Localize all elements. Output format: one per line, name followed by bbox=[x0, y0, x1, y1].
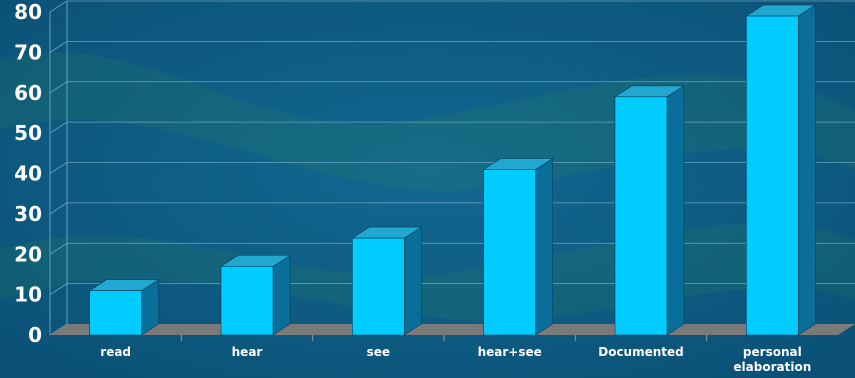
gridline-wall-link bbox=[49, 242, 68, 255]
bar-side bbox=[535, 157, 553, 336]
x-category-label: Documented bbox=[598, 345, 684, 359]
grid-layer bbox=[49, 0, 855, 336]
bar bbox=[351, 226, 423, 336]
bar-side bbox=[404, 226, 422, 336]
bar-side bbox=[272, 254, 291, 336]
gridline-wall-link bbox=[49, 81, 68, 94]
y-tick-label: 0 bbox=[28, 323, 42, 347]
x-category-label: read bbox=[100, 345, 131, 359]
bar bbox=[745, 4, 817, 336]
y-tick-label: 20 bbox=[14, 242, 42, 266]
x-category-label-line: elaboration bbox=[733, 360, 811, 374]
gridline-wall-link bbox=[49, 0, 68, 13]
bar bbox=[219, 254, 292, 336]
bar-front bbox=[614, 96, 668, 336]
x-category-label: hear+see bbox=[478, 345, 542, 359]
bar bbox=[613, 85, 686, 336]
x-category-label-line: hear bbox=[232, 345, 263, 359]
gridline-wall-link bbox=[49, 202, 68, 215]
bar-front bbox=[483, 169, 536, 336]
bar-front bbox=[352, 237, 405, 336]
bar-front bbox=[746, 15, 799, 336]
x-category-label: see bbox=[367, 345, 390, 359]
gridline-wall-link bbox=[49, 283, 68, 295]
y-tick-label: 60 bbox=[14, 81, 42, 105]
x-axis-category-labels: read hear see hear+see Documented personal ela… bbox=[100, 345, 811, 374]
y-tick-label: 80 bbox=[14, 0, 42, 24]
bar bbox=[482, 157, 554, 336]
chart-floor bbox=[50, 324, 855, 335]
gridline-wall-link bbox=[49, 41, 68, 53]
y-tick-label: 30 bbox=[14, 202, 42, 226]
x-category-label: personal elaboration bbox=[733, 345, 811, 374]
bar-side bbox=[666, 85, 685, 336]
x-category-label-line: Documented bbox=[598, 345, 684, 359]
y-axis-tick-labels: 0 10 20 30 40 50 60 70 80 bbox=[14, 0, 42, 347]
x-category-label: hear bbox=[232, 345, 263, 359]
bar-front bbox=[220, 266, 274, 336]
gridline-wall-link bbox=[49, 121, 68, 134]
y-tick-label: 50 bbox=[14, 121, 42, 145]
bars-layer bbox=[88, 4, 817, 336]
x-category-label-line: personal bbox=[743, 345, 802, 359]
y-tick-label: 10 bbox=[14, 283, 42, 307]
x-category-label-line: see bbox=[367, 345, 390, 359]
bar bbox=[88, 279, 160, 336]
gridline-wall-link bbox=[49, 162, 68, 174]
bar-front bbox=[89, 290, 142, 336]
y-tick-label: 70 bbox=[14, 40, 42, 64]
y-tick-label: 40 bbox=[14, 162, 42, 186]
x-category-label-line: read bbox=[100, 345, 131, 359]
bar-side bbox=[798, 4, 816, 336]
x-category-label-line: hear+see bbox=[478, 345, 542, 359]
